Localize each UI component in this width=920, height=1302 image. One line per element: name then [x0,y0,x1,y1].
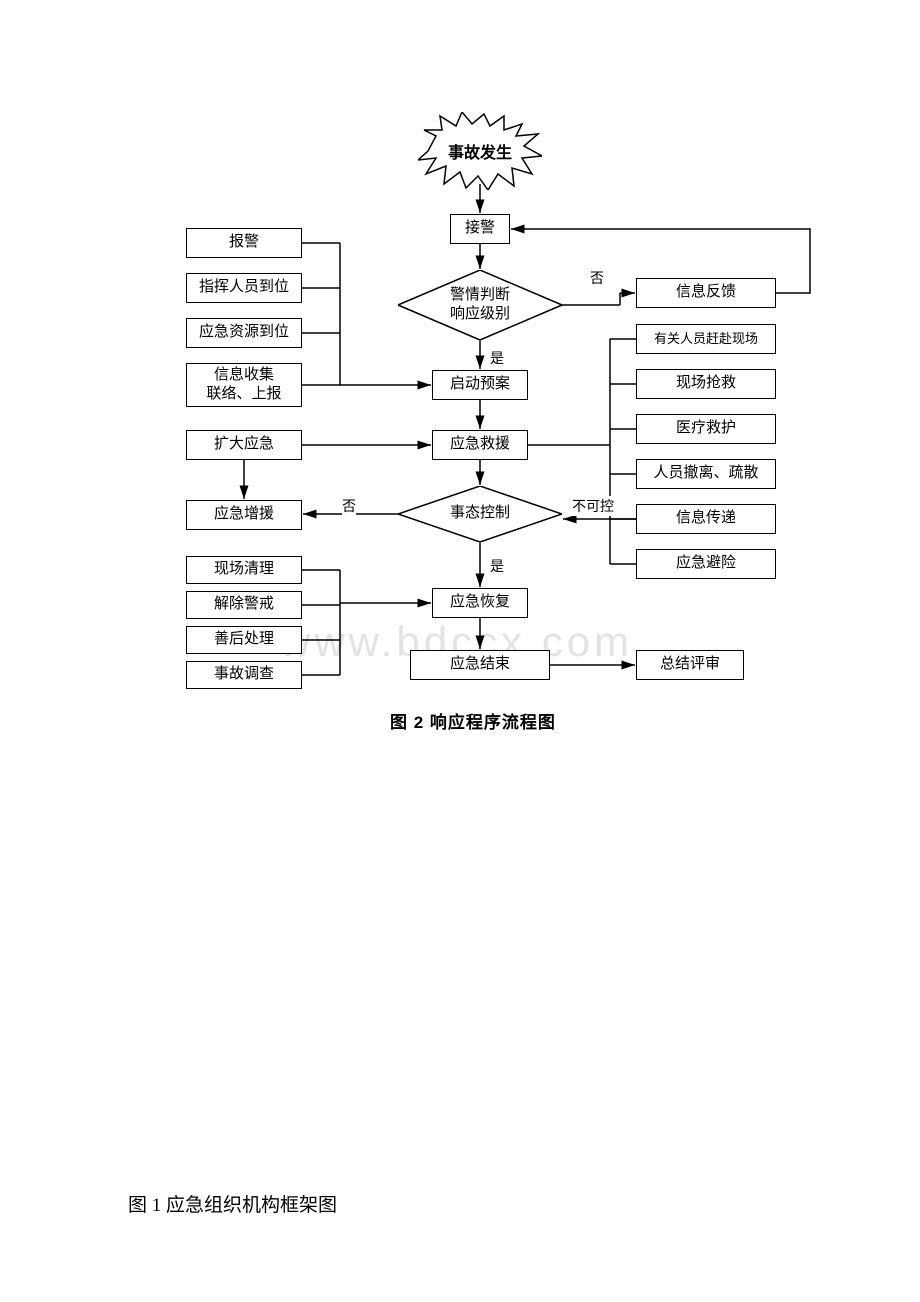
node-evacuate: 人员撤离、疏散 [636,459,776,489]
edge-label-uncontrol: 不可控 [572,496,614,516]
node-control: 事态控制 [398,486,562,542]
node-commander: 指挥人员到位 [186,273,302,303]
node-info-label: 信息收集 联络、上报 [206,366,281,405]
node-review-label: 总结评审 [660,655,720,675]
node-investigate-label: 事故调查 [214,665,274,685]
node-recover-label: 应急恢复 [450,593,510,613]
node-resource-label: 应急资源到位 [199,323,289,343]
node-expand: 扩大应急 [186,430,302,460]
node-alarm: 报警 [186,228,302,258]
node-commander-label: 指挥人员到位 [199,278,289,298]
node-reinforce: 应急增援 [186,500,302,530]
node-cleanup-label: 现场清理 [214,560,274,580]
node-info: 信息收集 联络、上报 [186,363,302,407]
node-startplan-label: 启动预案 [450,375,510,395]
bottom-caption: 图 1 应急组织机构框架图 [128,1190,337,1217]
node-evacuate-label: 人员撤离、疏散 [653,464,758,484]
node-reinforce-label: 应急增援 [214,505,274,525]
node-start-starburst: 事故发生 [418,112,542,190]
node-personnel-label: 有关人员赶赴现场 [654,331,758,348]
node-msgrelay: 信息传递 [636,504,776,534]
node-feedback: 信息反馈 [636,278,776,308]
edge-label-no1: 否 [590,268,604,288]
node-medical-label: 医疗救护 [676,419,736,439]
node-msgrelay-label: 信息传递 [676,509,736,529]
node-end-label: 应急结束 [450,655,510,675]
node-judge: 警情判断 响应级别 [398,270,562,340]
node-resource: 应急资源到位 [186,318,302,348]
node-review: 总结评审 [636,650,744,680]
node-startplan: 启动预案 [432,370,528,400]
node-unalert-label: 解除警戒 [214,595,274,615]
node-shelter: 应急避险 [636,549,776,579]
node-receive: 接警 [450,214,510,244]
edge-label-yes1: 是 [490,348,504,368]
node-cleanup: 现场清理 [186,556,302,584]
edge-label-no2: 否 [342,496,356,516]
node-medical: 医疗救护 [636,414,776,444]
node-recover: 应急恢复 [432,588,528,618]
node-end: 应急结束 [410,650,550,680]
node-control-label: 事态控制 [450,504,510,524]
node-alarm-label: 报警 [229,233,259,253]
node-expand-label: 扩大应急 [214,435,274,455]
node-aftermath-label: 善后处理 [214,630,274,650]
node-unalert: 解除警戒 [186,591,302,619]
figure-caption: 图 2 响应程序流程图 [390,708,556,733]
node-rescue: 应急救援 [432,430,528,460]
node-onsite: 现场抢救 [636,369,776,399]
node-aftermath: 善后处理 [186,626,302,654]
node-investigate: 事故调查 [186,661,302,689]
node-start-label: 事故发生 [448,139,512,163]
node-personnel: 有关人员赶赴现场 [636,324,776,354]
node-onsite-label: 现场抢救 [676,374,736,394]
node-judge-label: 警情判断 响应级别 [450,286,510,325]
edge-label-yes2: 是 [490,556,504,576]
node-feedback-label: 信息反馈 [676,283,736,303]
node-shelter-label: 应急避险 [676,554,736,574]
node-rescue-label: 应急救援 [450,435,510,455]
node-receive-label: 接警 [465,219,495,239]
